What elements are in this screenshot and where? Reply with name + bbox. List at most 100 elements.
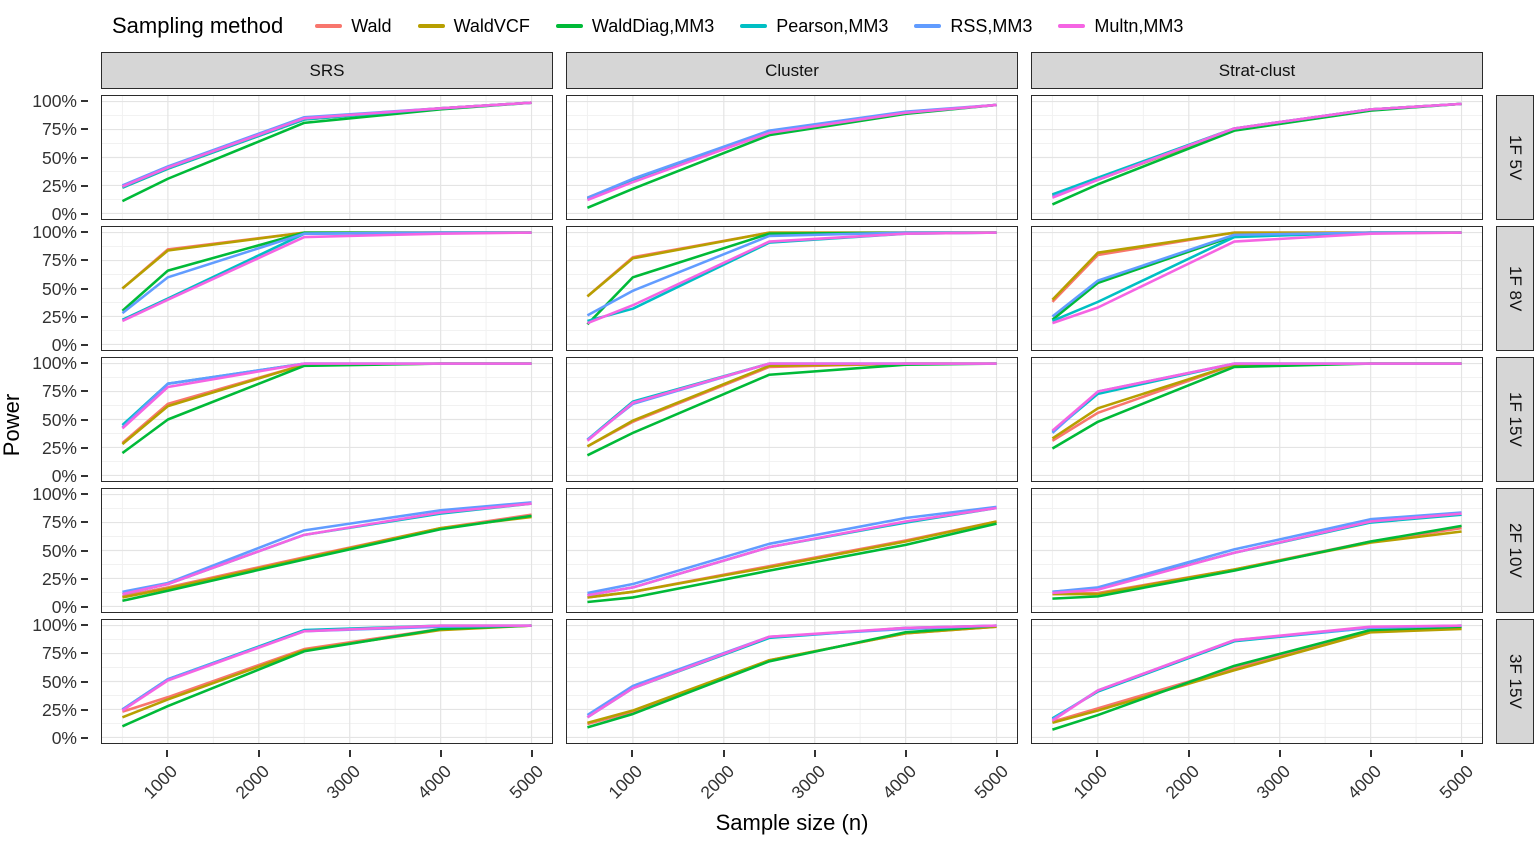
line-walddiag-mm3 [1052,524,1462,600]
line-walddiag-mm3 [122,514,532,603]
y-tick-mark [81,475,88,478]
line-multn-mm3 [121,101,532,188]
y-tick-mark [81,128,88,131]
y-tick-label: 100% [32,90,77,111]
y-tick-mark [81,623,88,626]
x-axis-title: Sample size (n) [715,810,869,835]
legend-item-walddiag-mm3: WaldDiag,MM3 [555,16,714,37]
x-tick-label: 4000 [878,761,921,803]
y-axis-tick-labels: 100% 75% 50% 25% 0% [26,485,88,616]
line-wald [121,362,532,444]
x-tick-mark [905,750,908,757]
line-multn-mm3 [1051,362,1462,432]
x-tick-mark [440,750,443,757]
y-tick-label: 0% [51,335,77,356]
y-tick-label: 50% [41,671,77,692]
line-wald [587,520,997,599]
line-multn-mm3 [587,506,997,597]
y-tick-mark [81,708,88,711]
y-axis-tick-labels: 100% 75% 50% 25% 0% [26,223,88,356]
line-wald [1051,102,1462,196]
y-tick-mark [81,680,88,683]
y-tick-label: 50% [41,147,77,168]
y-axis-tick-labels: 100% 75% 50% 25% 0% [26,90,88,223]
line-pearson-mm3 [586,103,997,201]
line-walddiag-mm3 [1051,102,1462,206]
x-tick-mark [1370,750,1373,757]
legend-item-multn-mm3: Multn,MM3 [1058,16,1183,37]
x-tick-label: 5000 [504,761,547,803]
y-tick-mark [81,184,88,187]
x-axis-tick-labels: 1000 2000 3000 4000 5000 [1031,750,1483,808]
panel-strat-clust-1f-5v [1031,95,1483,220]
x-tick-label: 4000 [1343,761,1386,803]
y-tick-mark [81,390,88,393]
panel-srs-1f-5v [101,95,553,220]
y-tick-mark [81,418,88,421]
line-wald [1051,231,1462,303]
x-tick-label: 4000 [413,761,456,803]
x-tick-mark [166,750,169,757]
y-tick-mark [81,213,88,216]
line-wald [1052,626,1462,723]
y-tick-mark [81,344,88,347]
y-axis-tick-labels: 100% 75% 50% 25% 0% [26,616,88,747]
line-pearson-mm3 [122,502,532,596]
line-multn-mm3 [586,362,997,442]
y-tick-mark [81,315,88,318]
line-pearson-mm3 [1051,362,1462,433]
x-tick-label: 5000 [969,761,1012,803]
panel-srs-1f-15v [101,357,553,482]
facet-row-strip: 2F 10V [1496,488,1534,613]
legend-title: Sampling method [112,13,284,38]
x-tick-mark [1187,750,1190,757]
line-waldvcf [586,103,997,201]
line-multn-mm3 [1052,512,1462,595]
legend-item-label: Multn,MM3 [1094,15,1184,36]
panel-cluster-2f-10v [566,488,1018,613]
y-tick-label: 25% [41,568,77,589]
x-tick-mark [1461,750,1464,757]
y-tick-label: 75% [41,119,77,140]
x-tick-label: 1000 [1069,761,1112,803]
y-tick-mark [81,577,88,580]
line-pearson-mm3 [586,362,997,441]
legend-item-label: Pearson,MM3 [776,15,889,36]
x-tick-mark [631,750,634,757]
line-multn-mm3 [586,624,997,719]
panel-cluster-1f-5v [566,95,1018,220]
legend-line-swatch [914,24,942,28]
y-tick-label: 75% [41,512,77,533]
line-walddiag-mm3 [1052,625,1462,731]
y-tick-mark [81,99,88,102]
y-tick-label: 50% [41,540,77,561]
line-waldvcf [1051,362,1462,440]
x-tick-label: 2000 [695,761,738,803]
line-multn-mm3 [1051,102,1462,199]
y-tick-mark [81,521,88,524]
x-tick-mark [531,750,534,757]
legend-line-swatch [555,24,583,28]
legend-line-swatch [315,24,343,28]
x-tick-label: 3000 [787,761,829,803]
line-rss-mm3 [121,362,532,429]
x-tick-mark [1278,750,1281,757]
facet-row-strip: 3F 15V [1496,619,1534,744]
line-multn-mm3 [122,502,532,596]
panel-strat-clust-1f-8v [1031,226,1483,351]
line-waldvcf [121,362,532,446]
x-tick-label: 1000 [139,761,182,803]
line-waldvcf [1051,102,1462,197]
legend-item-label: Wald [351,15,392,36]
facet-column-strip: SRS [101,52,553,89]
x-tick-mark [348,750,351,757]
x-tick-label: 2000 [230,761,273,803]
facet-column-strip: Strat-clust [1031,52,1483,89]
line-walddiag-mm3 [121,624,532,728]
facet-grid: SRS Cluster Strat-clust 100% 75% 50% 25% 0% 1F 5… [26,52,1536,808]
x-tick-mark [813,750,816,757]
y-tick-label: 75% [41,381,77,402]
line-multn-mm3 [1051,231,1462,325]
y-tick-mark [81,230,88,233]
